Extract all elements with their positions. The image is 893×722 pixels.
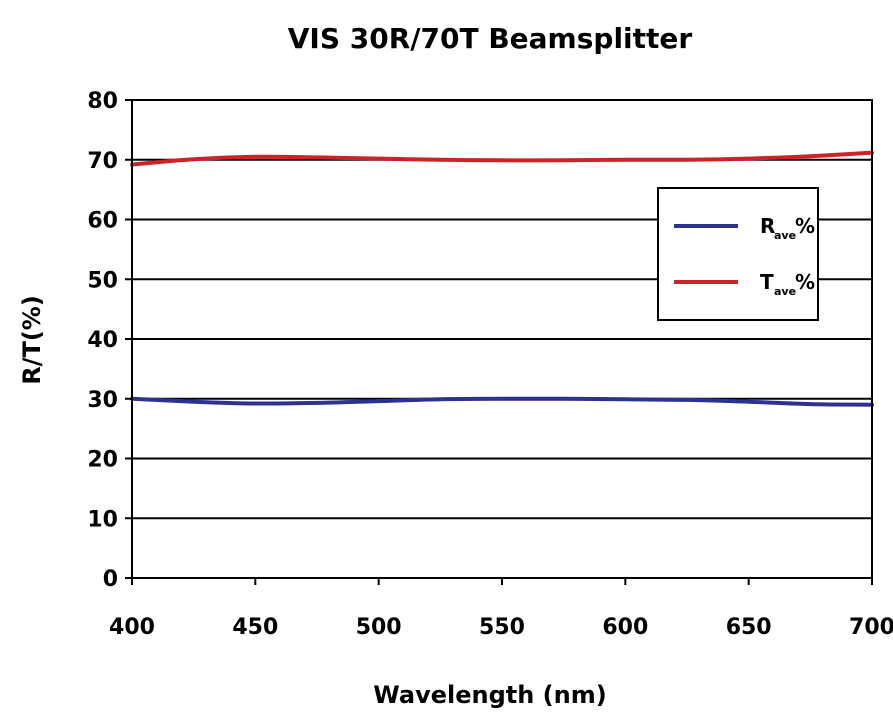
y-tick-label: 70 [87,149,118,174]
x-axis-title: Wavelength (nm) [373,681,606,709]
y-tick-label: 0 [103,567,118,592]
y-tick-label: 60 [87,209,118,234]
x-tick-label: 650 [726,615,772,640]
y-axis: 0 10 20 30 40 50 60 70 80 [87,89,132,592]
y-tick-label: 20 [87,448,118,473]
y-tick-label: 30 [87,388,118,413]
x-tick-label: 450 [232,615,278,640]
legend-series-name: R [760,214,775,238]
legend-series-subscript: ave [774,229,796,242]
x-tick-label: 550 [479,615,525,640]
chart-title: VIS 30R/70T Beamsplitter [288,22,693,55]
y-tick-label: 10 [87,507,118,532]
x-tick-label: 400 [109,615,155,640]
series-lines [130,150,874,407]
x-axis: 400 450 500 550 600 650 700 [109,578,893,640]
x-tick-label: 700 [849,615,893,640]
y-tick-label: 80 [87,89,118,114]
legend-box [657,187,819,321]
series-line-t [130,150,874,167]
y-tick-label: 50 [87,268,118,293]
legend-series-name: T [760,270,774,294]
y-axis-title: R/T(%) [18,295,46,385]
series-line-r [130,396,874,407]
y-tick-label: 40 [87,328,118,353]
x-tick-label: 600 [602,615,648,640]
legend-series-suffix: % [795,214,815,238]
x-tick-label: 500 [356,615,402,640]
legend-series-suffix: % [795,270,815,294]
legend-series-subscript: ave [774,285,796,298]
